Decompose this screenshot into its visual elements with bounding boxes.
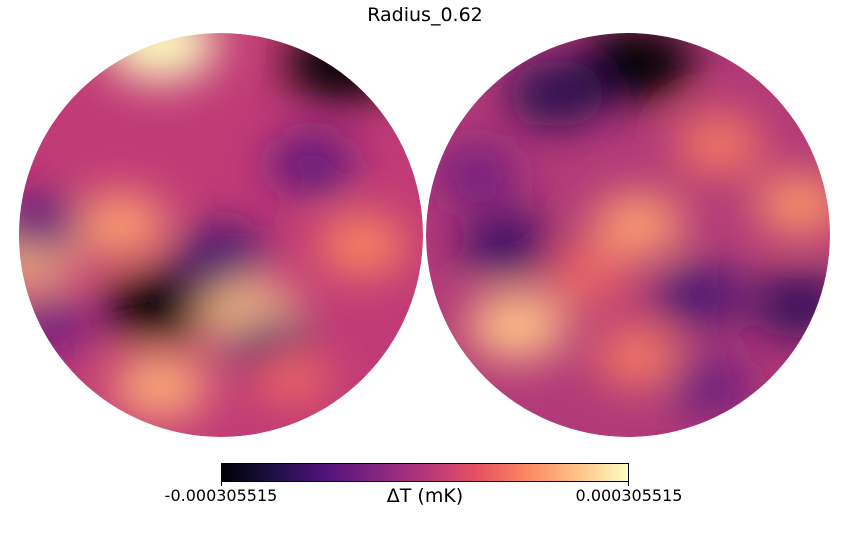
right-hemisphere-map xyxy=(426,33,830,437)
right-hemisphere-feature xyxy=(435,146,518,203)
left-hemisphere-feature xyxy=(112,353,209,420)
right-hemisphere-feature xyxy=(466,291,568,361)
left-hemisphere-feature xyxy=(103,267,217,345)
chart-title: Radius_0.62 xyxy=(367,4,483,26)
right-hemisphere-feature xyxy=(594,326,682,386)
left-hemisphere-feature xyxy=(19,195,83,255)
left-hemisphere-feature xyxy=(250,348,333,405)
right-hemisphere-feature xyxy=(653,264,745,327)
colorbar-min-label: -0.000305515 xyxy=(164,486,278,505)
left-hemisphere-feature xyxy=(317,214,407,276)
hemisphere-maps xyxy=(19,33,830,437)
left-hemisphere-feature xyxy=(268,134,356,194)
left-hemisphere-feature xyxy=(73,192,167,257)
right-hemisphere-feature xyxy=(666,357,751,416)
left-hemisphere-feature xyxy=(285,33,399,102)
colorbar-min-tick xyxy=(221,481,222,486)
colorbar-max-tick xyxy=(628,481,629,486)
right-hemisphere-feature xyxy=(459,213,554,278)
right-hemisphere-feature xyxy=(591,192,685,257)
right-hemisphere-feature xyxy=(675,114,763,174)
left-hemisphere-map xyxy=(19,33,423,437)
left-hemisphere-feature xyxy=(19,298,91,354)
right-hemisphere-feature xyxy=(508,60,607,128)
colorbar xyxy=(221,463,629,482)
right-hemisphere-feature xyxy=(754,173,830,236)
right-hemisphere-feature xyxy=(546,247,629,304)
colorbar-label: ΔT (mK) xyxy=(386,485,464,507)
left-hemisphere-feature xyxy=(103,33,217,82)
right-hemisphere-feature xyxy=(581,33,695,102)
colorbar-max-label: 0.000305515 xyxy=(575,486,683,505)
right-hemisphere-feature xyxy=(751,272,830,339)
left-hemisphere-feature xyxy=(175,224,267,287)
